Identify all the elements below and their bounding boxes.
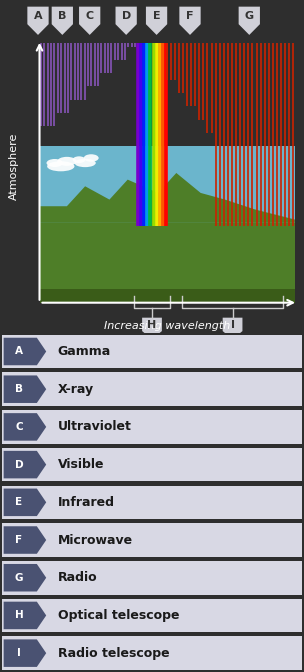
Text: I: I <box>17 648 21 658</box>
Text: Gamma: Gamma <box>58 345 111 358</box>
Text: Radio: Radio <box>58 571 97 584</box>
Polygon shape <box>223 318 243 339</box>
Text: Ultraviolet: Ultraviolet <box>58 421 132 433</box>
Text: C: C <box>86 11 94 21</box>
Bar <box>2 485 302 519</box>
Text: G: G <box>15 573 23 583</box>
Polygon shape <box>27 7 49 35</box>
Bar <box>2 335 302 368</box>
Text: A: A <box>34 11 42 21</box>
Text: Increasing wavelength: Increasing wavelength <box>104 321 230 331</box>
Polygon shape <box>4 601 46 629</box>
Text: Optical telescope: Optical telescope <box>58 609 179 622</box>
Polygon shape <box>79 7 100 35</box>
Polygon shape <box>146 7 167 35</box>
Bar <box>40 146 295 223</box>
Text: D: D <box>15 460 23 470</box>
Text: B: B <box>58 11 67 21</box>
Text: A: A <box>15 347 23 356</box>
Polygon shape <box>116 7 137 35</box>
Ellipse shape <box>47 161 74 171</box>
Text: D: D <box>122 11 131 21</box>
Text: I: I <box>230 320 235 329</box>
Bar <box>2 410 302 444</box>
Polygon shape <box>142 318 162 339</box>
Text: H: H <box>15 610 23 620</box>
Text: C: C <box>15 422 23 432</box>
Polygon shape <box>52 7 73 35</box>
Polygon shape <box>4 489 46 516</box>
Bar <box>2 599 302 632</box>
Bar <box>2 636 302 670</box>
Ellipse shape <box>47 159 63 167</box>
Polygon shape <box>40 290 295 302</box>
Text: Atmosphere: Atmosphere <box>9 132 19 200</box>
Polygon shape <box>4 639 46 667</box>
Polygon shape <box>4 564 46 591</box>
Polygon shape <box>4 451 46 478</box>
Text: Radio telescope: Radio telescope <box>58 646 169 660</box>
Bar <box>2 372 302 406</box>
Polygon shape <box>4 413 46 441</box>
Ellipse shape <box>84 155 99 162</box>
Polygon shape <box>179 7 201 35</box>
Text: G: G <box>245 11 254 21</box>
Bar <box>2 448 302 481</box>
Polygon shape <box>4 526 46 554</box>
Bar <box>2 523 302 557</box>
Text: Infrared: Infrared <box>58 496 115 509</box>
Text: F: F <box>186 11 194 21</box>
Polygon shape <box>40 173 295 223</box>
Text: F: F <box>16 535 22 545</box>
Text: E: E <box>16 497 22 507</box>
Polygon shape <box>40 223 295 302</box>
Text: E: E <box>153 11 161 21</box>
Polygon shape <box>4 338 46 366</box>
Text: X-ray: X-ray <box>58 382 94 396</box>
Text: B: B <box>15 384 23 394</box>
Bar <box>2 561 302 595</box>
Ellipse shape <box>57 157 76 166</box>
Text: H: H <box>147 320 157 329</box>
Ellipse shape <box>74 159 96 167</box>
Polygon shape <box>4 376 46 403</box>
Text: Visible: Visible <box>58 458 104 471</box>
Ellipse shape <box>73 157 85 163</box>
Text: Microwave: Microwave <box>58 534 133 546</box>
Polygon shape <box>239 7 260 35</box>
